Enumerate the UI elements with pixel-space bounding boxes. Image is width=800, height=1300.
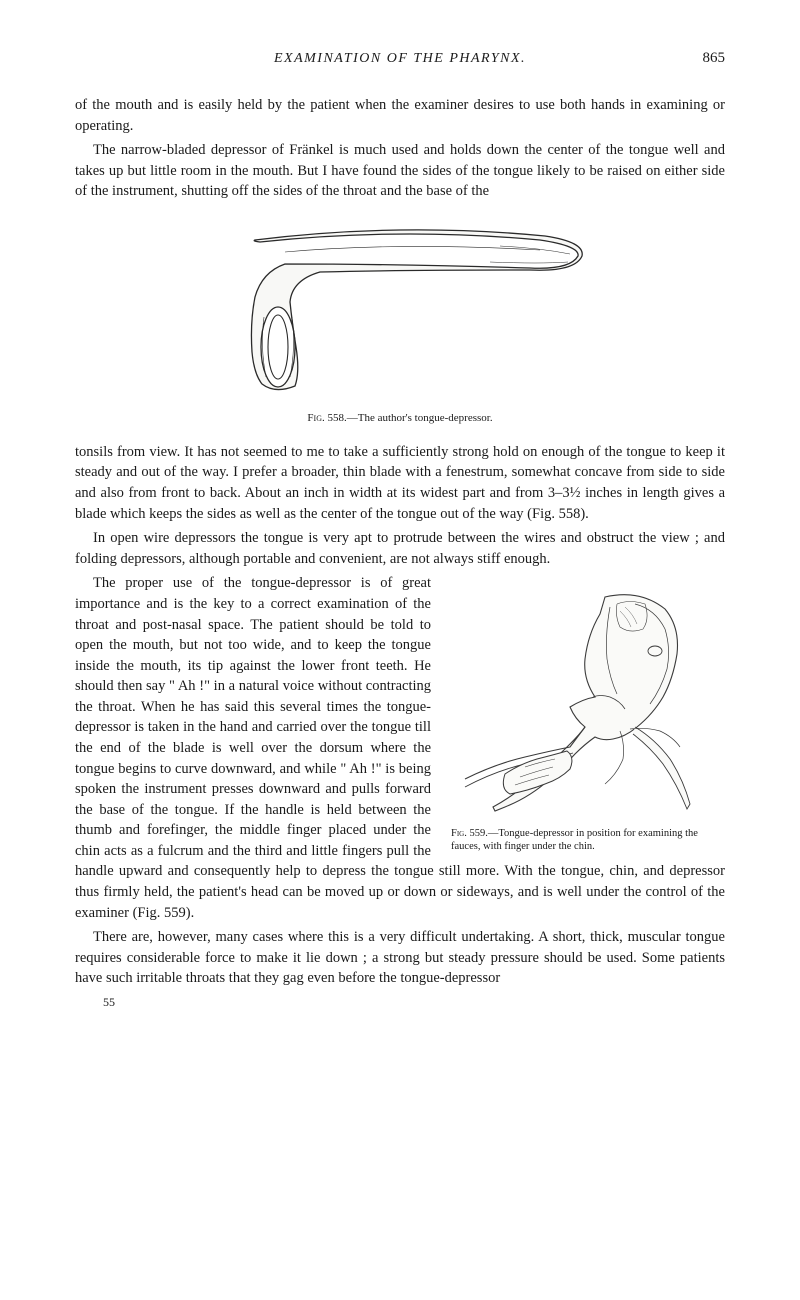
running-title: EXAMINATION OF THE PHARYNX. (115, 51, 685, 67)
paragraph-6: There are, however, many cases where thi… (75, 927, 725, 989)
figure-558-block: Fig. 558.—The author's tongue-depressor. (75, 222, 725, 424)
figure-558-label: Fig. 558. (307, 412, 346, 424)
figure-559-block: Fig. 559.—Tongue-depressor in position f… (445, 579, 725, 853)
paragraph-2: The narrow-bladed depressor of Fränkel i… (75, 140, 725, 202)
figure-558-caption: Fig. 558.—The author's tongue-depressor. (75, 412, 725, 424)
paragraph-1: of the mouth and is easily held by the p… (75, 95, 725, 136)
running-header: EXAMINATION OF THE PHARYNX. 865 (75, 50, 725, 67)
figure-559-caption: Fig. 559.—Tongue-depressor in position f… (445, 827, 725, 853)
wrap-section: Fig. 559.—Tongue-depressor in position f… (75, 573, 725, 927)
paragraph-3: tonsils from view. It has not seemed to … (75, 442, 725, 524)
figure-559-caption-text: —Tongue-depressor in position for examin… (451, 828, 698, 852)
tongue-depressor-illustration (200, 222, 600, 402)
signature-number: 55 (75, 995, 725, 1010)
figure-559-label: Fig. 559. (451, 828, 488, 839)
page-number: 865 (685, 50, 725, 67)
examination-illustration (455, 579, 715, 819)
paragraph-4: In open wire depressors the tongue is ve… (75, 528, 725, 569)
figure-558-caption-text: —The author's tongue-depressor. (347, 412, 493, 424)
